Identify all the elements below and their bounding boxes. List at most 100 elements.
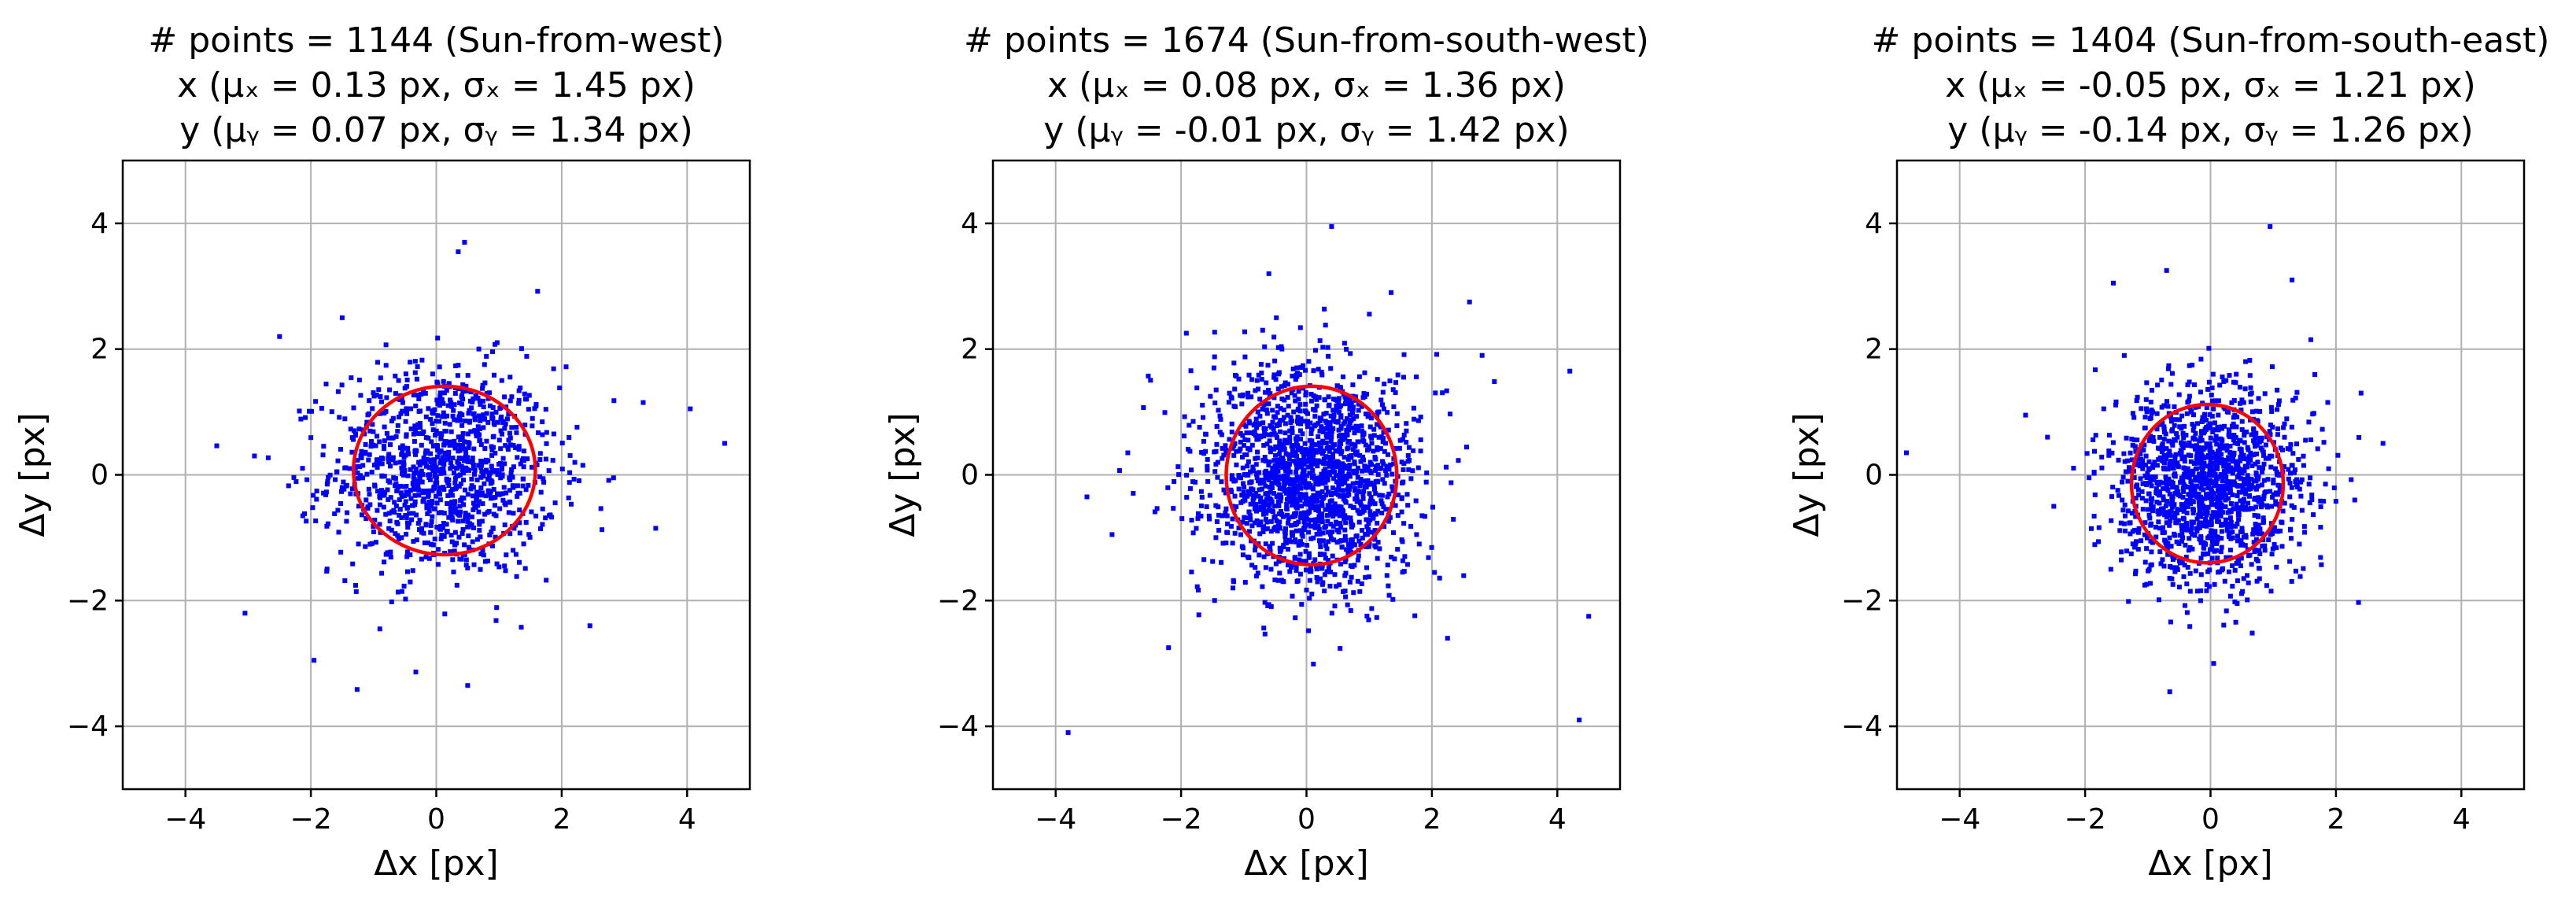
data-point: [1248, 501, 1253, 507]
data-point: [373, 443, 378, 448]
data-point: [2276, 402, 2281, 408]
data-point: [325, 479, 330, 485]
data-point: [1390, 596, 1396, 602]
data-point: [2216, 484, 2222, 489]
data-point: [2200, 419, 2205, 423]
data-point: [477, 426, 482, 431]
data-point: [403, 419, 408, 424]
data-point: [2209, 555, 2215, 561]
data-point: [2249, 476, 2254, 482]
data-point: [541, 476, 546, 482]
data-point: [423, 522, 429, 528]
data-point: [2149, 483, 2154, 489]
data-point: [1275, 528, 1280, 533]
data-point: [2175, 507, 2180, 512]
data-point: [489, 448, 495, 453]
data-point: [1434, 352, 1439, 357]
data-point: [2285, 446, 2290, 452]
data-point: [1347, 412, 1353, 418]
data-point: [2191, 444, 2197, 449]
data-point: [491, 486, 496, 492]
data-point: [1286, 382, 1290, 387]
data-point: [2239, 419, 2245, 424]
data-point: [2205, 535, 2211, 541]
data-point: [2257, 576, 2262, 581]
data-point: [374, 393, 379, 398]
data-point: [1334, 487, 1339, 493]
data-point: [1326, 460, 1331, 466]
data-point: [380, 493, 386, 498]
x-tick-label: 0: [1297, 803, 1316, 836]
data-point: [1365, 478, 1371, 483]
data-point: [277, 334, 282, 339]
data-point: [2251, 527, 2257, 533]
data-point: [2297, 574, 2303, 579]
data-point: [1276, 559, 1282, 564]
data-point: [387, 479, 393, 485]
data-point: [1294, 579, 1300, 584]
data-point: [399, 494, 404, 499]
data-point: [2111, 280, 2116, 286]
data-point: [474, 477, 480, 482]
data-point: [2212, 513, 2218, 519]
data-point: [1242, 515, 1247, 520]
data-point: [2216, 412, 2221, 418]
data-point: [397, 507, 403, 512]
data-point: [387, 387, 393, 393]
data-point: [2248, 486, 2253, 492]
data-point: [1379, 493, 1385, 498]
data-point: [1287, 469, 1293, 474]
data-point: [1265, 503, 1271, 508]
data-point: [519, 625, 524, 630]
data-point: [2183, 555, 2189, 559]
data-point: [2248, 458, 2253, 463]
data-point: [2226, 409, 2231, 415]
data-point: [1275, 345, 1281, 350]
data-point: [414, 512, 419, 518]
data-point: [526, 393, 532, 398]
data-point: [2212, 548, 2217, 554]
data-point: [1293, 615, 1298, 621]
data-point: [1347, 403, 1353, 408]
data-point: [1242, 354, 1248, 360]
data-point: [321, 490, 327, 496]
data-point: [1279, 384, 1284, 389]
data-point: [1285, 395, 1290, 400]
data-point: [2201, 475, 2206, 481]
data-point: [442, 457, 448, 463]
data-point: [2230, 535, 2235, 541]
data-point: [445, 501, 450, 506]
data-point: [1294, 443, 1300, 448]
data-point: [1211, 365, 1216, 371]
data-point: [1404, 440, 1409, 445]
data-point: [351, 405, 356, 411]
data-point: [1301, 451, 1306, 456]
data-point: [502, 426, 507, 431]
data-point: [1308, 463, 1314, 469]
data-point: [460, 382, 466, 387]
data-point: [1296, 397, 1301, 402]
data-point: [2197, 438, 2202, 444]
data-point: [1219, 432, 1224, 437]
data-point: [1386, 452, 1390, 457]
data-point: [367, 492, 372, 497]
data-point: [1341, 509, 1346, 514]
data-point: [1365, 464, 1371, 470]
y-tick-label: 4: [961, 208, 979, 240]
data-point: [2160, 557, 2165, 563]
data-point: [456, 434, 461, 440]
data-point: [1384, 463, 1389, 469]
data-point: [2303, 437, 2308, 443]
data-point: [1325, 345, 1330, 350]
data-point: [2117, 528, 2123, 533]
data-point: [1283, 526, 1288, 531]
data-point: [1238, 439, 1243, 445]
data-point: [1246, 437, 1251, 443]
data-point: [468, 429, 474, 434]
data-point: [521, 457, 526, 463]
data-point: [1275, 404, 1280, 409]
data-point: [1405, 562, 1410, 567]
data-point: [2176, 541, 2182, 546]
data-point: [2124, 435, 2129, 441]
data-point: [2167, 522, 2172, 528]
